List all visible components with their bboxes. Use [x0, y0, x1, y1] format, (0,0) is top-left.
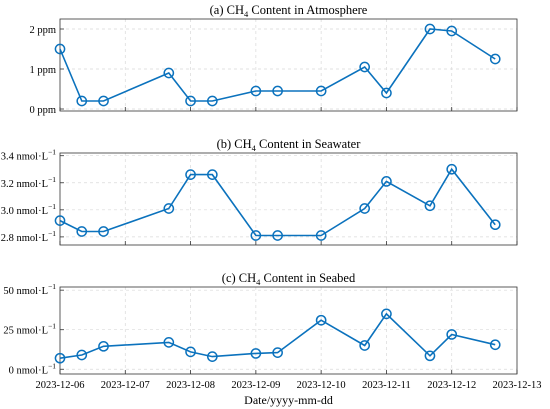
data-point	[381, 176, 392, 187]
data-point	[76, 95, 88, 107]
data-point	[446, 25, 458, 37]
data-point	[54, 215, 66, 226]
y-tick-label: 2 ppm	[29, 25, 56, 36]
y-tick-label: 2.8 nmol·L−1	[1, 229, 56, 244]
y-tick-label: 50 nmol·L−1	[3, 282, 56, 297]
chart-title: (c) CH4 Content in Seabed	[222, 271, 356, 287]
data-point	[185, 346, 196, 358]
y-tick-label: 3.4 nmol·L−1	[1, 148, 56, 163]
data-point	[185, 95, 196, 107]
data-point	[250, 85, 262, 97]
chart-title: (a) CH4 Content in Atmosphere	[210, 3, 368, 19]
chart-panel-3: 0 nmol·L−1 25 nmol·L−1 50 nmol·L−1 (c) CH4 …	[3, 271, 541, 407]
y-tick-label: 3.2 nmol·L−1	[1, 175, 56, 190]
data-point	[250, 348, 262, 359]
chart-panel-1: 0 ppm 1 ppm 2 ppm (a) CH4 Content in Atmosp…	[29, 3, 518, 116]
x-tick-label: 2023-12-10	[297, 380, 346, 391]
data-point	[76, 226, 88, 237]
chart-panel-2: 2.8 nmol·L−1 3.0 nmol·L−1 3.2 nmol·L−1 3.4 …	[1, 137, 518, 246]
data-point	[489, 53, 501, 65]
data-point	[54, 43, 66, 55]
data-point	[359, 61, 371, 73]
data-point	[76, 349, 88, 361]
plot-area-frame	[59, 152, 518, 246]
y-tick-label: 25 nmol·L−1	[3, 322, 56, 337]
data-point	[446, 163, 458, 175]
data-point	[163, 203, 175, 214]
data-point	[250, 230, 262, 241]
x-tick-label: 2023-12-12	[427, 380, 476, 391]
y-tick-label: 0 ppm	[29, 105, 56, 116]
x-axis-label: Date/yyyy-mm-dd	[244, 393, 333, 407]
data-point	[424, 200, 436, 212]
x-tick-label: 2023-12-13	[493, 380, 542, 391]
y-tick-label: 1 ppm	[29, 65, 56, 76]
series-line	[59, 167, 496, 237]
data-point	[315, 314, 327, 326]
chart-title: (b) CH4 Content in Seawater	[217, 137, 362, 153]
x-tick-label: 2023-12-07	[101, 380, 150, 391]
data-point	[272, 347, 283, 358]
plot-area-frame	[59, 286, 518, 375]
data-point	[98, 95, 109, 107]
data-point	[272, 85, 283, 97]
data-point	[446, 329, 458, 340]
data-point	[489, 219, 501, 231]
data-point	[98, 226, 109, 237]
data-point	[489, 339, 501, 351]
data-point	[54, 352, 66, 364]
y-tick-label: 3.0 nmol·L−1	[1, 202, 56, 217]
data-point	[424, 23, 436, 35]
data-point	[98, 340, 109, 352]
data-point	[381, 308, 392, 320]
data-point	[315, 230, 327, 241]
data-point	[206, 169, 218, 180]
x-tick-label: 2023-12-06	[36, 380, 85, 391]
series-line	[59, 28, 496, 102]
data-point	[381, 87, 392, 99]
data-point	[206, 351, 218, 362]
series-line	[59, 312, 496, 359]
data-point	[163, 337, 175, 348]
data-point	[185, 169, 196, 180]
x-tick-label: 2023-12-11	[362, 380, 411, 391]
x-tick-label: 2023-12-08	[166, 380, 215, 391]
data-point	[272, 230, 283, 241]
data-point	[359, 340, 371, 351]
data-point	[206, 95, 218, 107]
data-point	[424, 350, 436, 362]
x-tick-label: 2023-12-09	[231, 380, 280, 391]
data-point	[359, 203, 371, 214]
data-point	[315, 85, 327, 97]
plot-area-frame	[59, 18, 518, 112]
data-point	[163, 67, 175, 79]
y-tick-label: 0 nmol·L−1	[9, 361, 57, 376]
